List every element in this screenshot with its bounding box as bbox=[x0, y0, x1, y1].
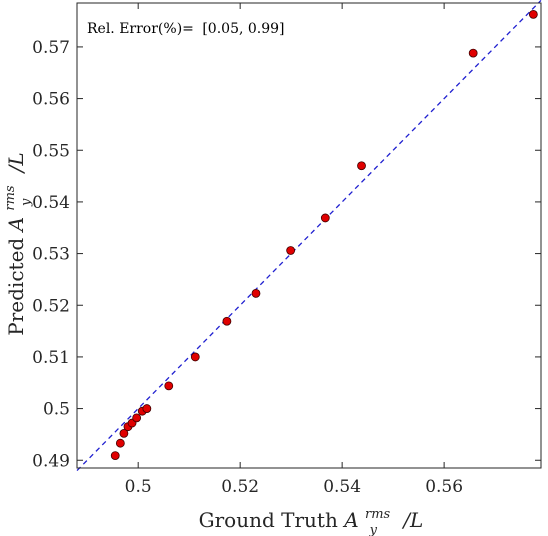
x-tick-label: 0.56 bbox=[425, 477, 463, 497]
x-tick-label: 0.54 bbox=[323, 477, 361, 497]
y-tick-label: 0.52 bbox=[32, 296, 70, 316]
x-tick-label: 0.52 bbox=[221, 477, 259, 497]
rel-error-annotation: Rel. Error(%)= [0.05, 0.99] bbox=[87, 21, 285, 37]
x-tick-label: 0.5 bbox=[125, 477, 152, 497]
data-point bbox=[132, 413, 142, 423]
data-point bbox=[286, 246, 296, 255]
data-point bbox=[110, 451, 120, 461]
data-point bbox=[142, 404, 152, 413]
data-point bbox=[251, 288, 261, 298]
data-points bbox=[110, 9, 538, 461]
y-tick-label: 0.54 bbox=[32, 193, 70, 213]
x-axis-label-sub: y bbox=[369, 523, 378, 536]
data-point bbox=[119, 428, 129, 438]
x-axis-label-suffix: /L bbox=[401, 508, 423, 532]
data-point bbox=[357, 161, 366, 171]
y-tick-label: 0.53 bbox=[32, 245, 70, 265]
data-point bbox=[320, 213, 330, 223]
y-axis-label-symbol: A bbox=[4, 217, 28, 233]
data-point bbox=[190, 352, 200, 362]
y-axis-label-suffix: /L bbox=[4, 152, 28, 174]
y-tick-label: 0.57 bbox=[32, 38, 70, 58]
x-axis-label-symbol: A bbox=[342, 508, 358, 532]
tick-labels: 0.5 0.52 0.54 0.56 0.49 0.5 0.51 0.52 0.53 0.54 0.… bbox=[32, 38, 463, 497]
y-tick-label: 0.56 bbox=[32, 90, 70, 110]
y-axis-label-sup: rms bbox=[3, 185, 18, 211]
data-point bbox=[164, 381, 174, 391]
data-point bbox=[468, 48, 478, 58]
y-tick-label: 0.5 bbox=[43, 400, 70, 420]
y-axis-label-prefix: Predicted bbox=[4, 231, 28, 335]
data-point bbox=[222, 316, 232, 326]
y-tick-label: 0.49 bbox=[32, 451, 70, 471]
x-axis-label: Ground Truth A rms y /L bbox=[199, 499, 424, 536]
axis-ticks bbox=[77, 3, 541, 468]
y-tick-label: 0.51 bbox=[32, 348, 70, 368]
y-axis-label-sub: y bbox=[19, 198, 34, 207]
plot-frame bbox=[76, 2, 542, 469]
rel-error-value: [0.05, 0.99] bbox=[202, 21, 284, 37]
data-point bbox=[528, 9, 538, 19]
y-tick-label: 0.55 bbox=[32, 141, 70, 161]
x-axis-label-prefix: Ground Truth bbox=[199, 508, 345, 532]
reference-line bbox=[76, 0, 542, 472]
x-axis-label-sup: rms bbox=[365, 507, 391, 522]
y-axis-label: Predicted A rms y /L bbox=[0, 152, 35, 335]
rel-error-label: Rel. Error(%)= bbox=[87, 21, 194, 37]
data-point bbox=[115, 438, 125, 448]
